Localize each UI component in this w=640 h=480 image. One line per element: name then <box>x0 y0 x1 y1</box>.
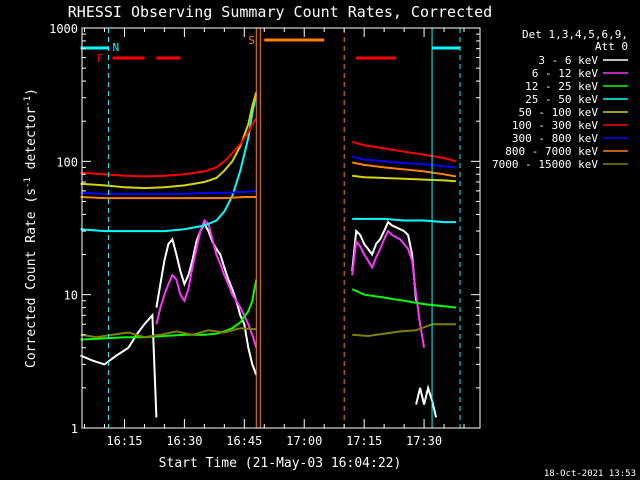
series-1-segment-1 <box>80 312 158 418</box>
series-3 <box>80 279 457 341</box>
legend-label: 12 - 25 keV <box>525 80 598 93</box>
legend-label: 300 - 800 keV <box>512 132 598 145</box>
night-flag-label: N <box>112 41 119 54</box>
legend-label: 50 - 100 keV <box>519 106 599 119</box>
series-2 <box>155 218 426 348</box>
series-2-segment-1 <box>155 218 258 348</box>
series-9-segment-2 <box>352 323 456 338</box>
series-2-segment-2 <box>351 229 426 348</box>
y-tick-label: 100 <box>56 155 78 169</box>
series-3-segment-2 <box>351 288 457 309</box>
status-flags: NF S <box>80 28 461 428</box>
series-7-segment-1 <box>80 189 257 195</box>
y-tick-label: 10 <box>64 289 78 303</box>
legend-label: 800 - 7000 keV <box>505 145 598 158</box>
plot-area: NF S 1 10 100 1000 16:15 16:30 16:45 17:00 17:15 17… <box>49 22 481 448</box>
series-4 <box>80 93 456 233</box>
legend-label: 25 - 50 keV <box>525 93 598 106</box>
flare-flag-label: F <box>97 52 104 65</box>
legend-header: Det 1,3,4,5,6,9, <box>522 28 628 41</box>
x-tick-label: 16:15 <box>106 434 142 448</box>
series-1-segment-4 <box>415 384 438 418</box>
series-3-segment-1 <box>80 279 258 341</box>
series-7-segment-2 <box>351 155 457 169</box>
series-9-segment-1 <box>80 327 257 339</box>
series-8 <box>80 161 457 200</box>
series-5 <box>80 91 457 190</box>
legend-label: 100 - 300 keV <box>512 119 598 132</box>
saa-flag-label: S <box>248 34 255 47</box>
series-5-segment-2 <box>352 174 457 183</box>
x-tick-label: 16:30 <box>166 434 202 448</box>
series-1-segment-2 <box>155 221 258 376</box>
series-7 <box>80 155 457 195</box>
series-6-segment-1 <box>80 117 258 178</box>
legend-header: Att 0 <box>595 40 628 53</box>
x-tick-label: 17:30 <box>406 434 442 448</box>
series-9 <box>80 323 456 339</box>
x-axis-label: Start Time (21-May-03 16:04:22) <box>159 456 402 471</box>
chart-title: RHESSI Observing Summary Count Rates, Co… <box>68 3 492 21</box>
series-8-segment-1 <box>80 196 257 200</box>
y-tick-label: 1 <box>71 422 78 436</box>
x-tick-label: 17:15 <box>346 434 382 448</box>
x-tick-label: 17:00 <box>286 434 322 448</box>
y-axis-label: Corrected Count Rate (s-1 detector-1) <box>23 88 39 368</box>
axes-frame <box>81 27 481 429</box>
legend-label: 7000 - 15000 keV <box>492 158 598 171</box>
x-tick-label: 16:45 <box>226 434 262 448</box>
series-6 <box>80 117 457 178</box>
legend-label: 6 - 12 keV <box>532 67 599 80</box>
series-8-segment-2 <box>352 161 457 178</box>
y-tick-label: 1000 <box>49 22 78 36</box>
timestamp: 18-Oct-2021 13:53 <box>544 469 636 479</box>
axes: 1 10 100 1000 16:15 16:30 16:45 17:00 17:15 17:30 <box>49 22 481 448</box>
series-1 <box>80 220 438 418</box>
series-6-segment-2 <box>351 140 457 163</box>
series-4-segment-1 <box>80 93 258 233</box>
series-5-segment-1 <box>80 91 258 190</box>
legend-label: 3 - 6 keV <box>538 54 598 67</box>
series-4-segment-2 <box>352 217 456 224</box>
series-1-segment-3 <box>351 220 418 301</box>
